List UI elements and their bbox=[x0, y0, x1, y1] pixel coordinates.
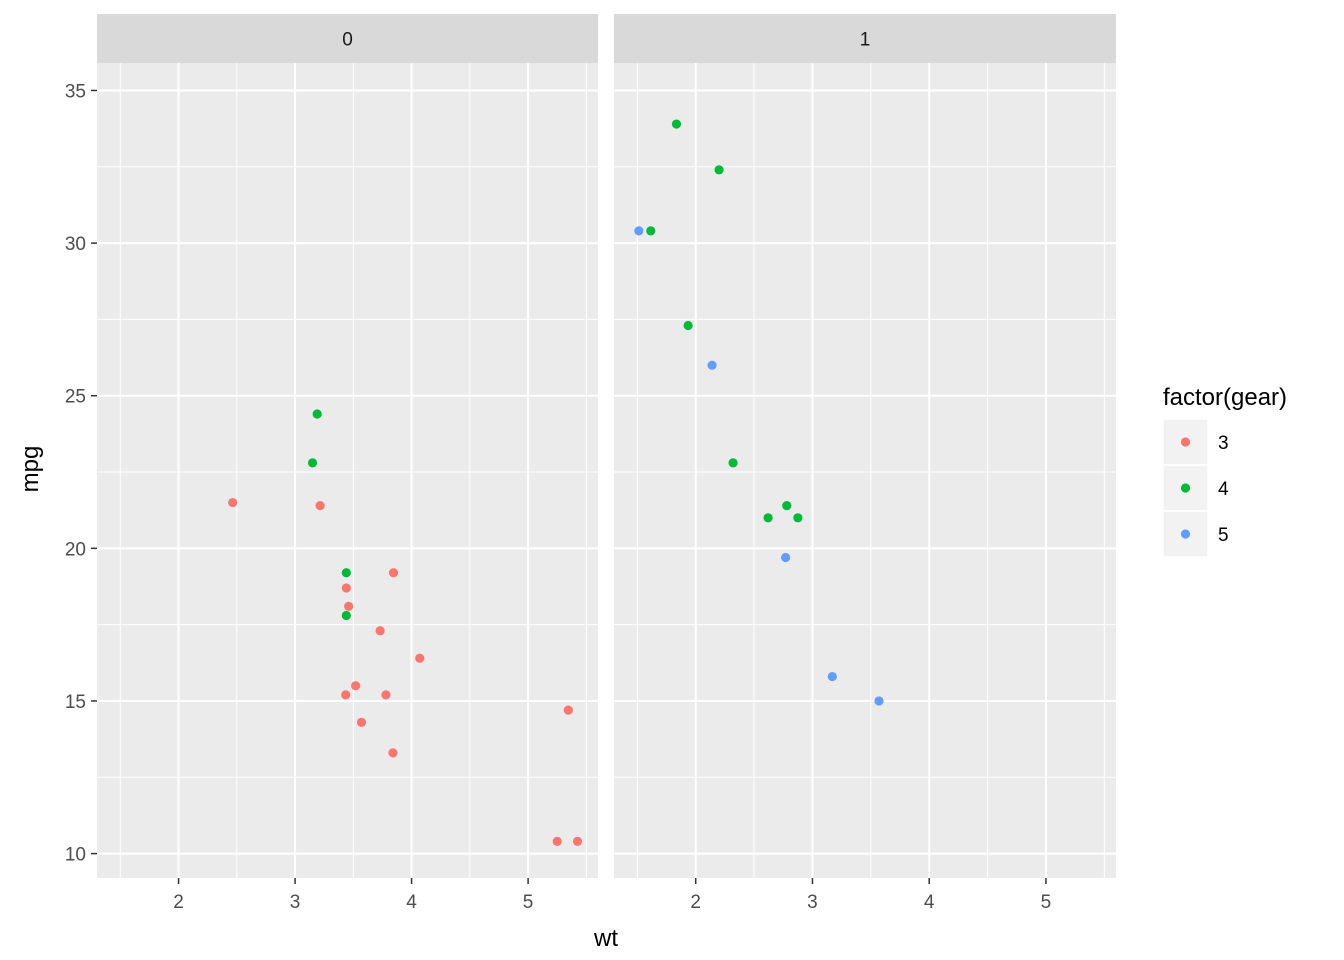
data-point-gear-3 bbox=[563, 705, 573, 715]
legend-entry-label: 4 bbox=[1218, 479, 1229, 500]
legend-key-point bbox=[1180, 483, 1191, 493]
legend-key-point bbox=[1180, 529, 1191, 539]
data-point-gear-3 bbox=[344, 601, 354, 611]
facet-panel-0: 0 bbox=[97, 14, 598, 878]
y-tick-label: 20 bbox=[65, 539, 86, 560]
data-point-gear-3 bbox=[228, 497, 238, 508]
legend-entry-label: 3 bbox=[1218, 433, 1229, 454]
data-point-gear-3 bbox=[341, 583, 351, 593]
legend-entry-5: 5 bbox=[1162, 510, 1229, 558]
x-axis-0: 2 3 4 5 bbox=[173, 878, 533, 913]
data-point-gear-3 bbox=[341, 690, 351, 700]
data-point-gear-3 bbox=[315, 501, 325, 511]
data-point-gear-4 bbox=[793, 513, 803, 523]
data-point-gear-3 bbox=[381, 690, 391, 700]
y-tick-label: 15 bbox=[65, 692, 86, 713]
facet-strip-label: 1 bbox=[860, 30, 871, 51]
data-point-gear-5 bbox=[874, 696, 884, 706]
data-point-gear-5 bbox=[781, 552, 791, 563]
data-point-gear-4 bbox=[341, 568, 351, 578]
data-point-gear-3 bbox=[388, 748, 398, 758]
data-point-gear-3 bbox=[356, 717, 367, 727]
data-point-gear-3 bbox=[388, 568, 399, 578]
x-tick-label: 2 bbox=[690, 892, 701, 913]
data-points bbox=[228, 409, 583, 846]
data-point-gear-4 bbox=[763, 513, 773, 523]
legend-title: factor(gear) bbox=[1163, 384, 1287, 411]
x-tick-label: 5 bbox=[1041, 892, 1052, 913]
x-axis-1: 2 3 4 5 bbox=[690, 878, 1051, 913]
x-tick-label: 3 bbox=[807, 892, 818, 913]
facet-strip: 0 bbox=[97, 14, 598, 63]
x-tick-label: 4 bbox=[924, 892, 935, 913]
data-point-gear-4 bbox=[683, 320, 693, 331]
x-axes: 2 3 4 5 2 3 4 5 bbox=[173, 878, 1051, 913]
y-tick-label: 35 bbox=[65, 81, 86, 102]
facet-strip-background bbox=[614, 14, 1116, 63]
data-point-gear-5 bbox=[827, 671, 837, 682]
y-tick-label: 10 bbox=[65, 845, 86, 866]
x-tick-label: 4 bbox=[406, 892, 417, 913]
data-point-gear-4 bbox=[307, 458, 318, 468]
data-point-gear-4 bbox=[714, 165, 724, 175]
data-point-gear-4 bbox=[782, 501, 792, 511]
data-points bbox=[634, 119, 884, 706]
legend-keys: 3 4 5 bbox=[1162, 418, 1229, 558]
data-point-gear-4 bbox=[671, 119, 682, 129]
legend-entry-3: 3 bbox=[1162, 418, 1229, 466]
data-point-gear-3 bbox=[552, 836, 562, 846]
data-point-gear-4 bbox=[312, 409, 322, 419]
data-point-gear-3 bbox=[572, 836, 583, 846]
y-tick-label: 25 bbox=[65, 387, 86, 408]
y-axis-title: mpg bbox=[17, 446, 44, 493]
legend: factor(gear) 3 4 5 bbox=[1162, 384, 1287, 558]
facet-strip-label: 0 bbox=[342, 30, 353, 51]
facet-strip-background bbox=[97, 14, 598, 63]
data-point-gear-4 bbox=[728, 458, 738, 468]
facet-strip: 1 bbox=[614, 14, 1116, 63]
data-point-gear-3 bbox=[375, 626, 385, 636]
x-tick-label: 5 bbox=[523, 892, 534, 913]
y-tick-label: 30 bbox=[65, 234, 86, 255]
x-tick-label: 2 bbox=[173, 892, 184, 913]
legend-key-point bbox=[1180, 437, 1191, 447]
data-point-gear-5 bbox=[707, 360, 717, 370]
legend-entry-label: 5 bbox=[1218, 525, 1229, 546]
facet-panel-1: 1 bbox=[614, 14, 1116, 878]
data-point-gear-5 bbox=[634, 226, 644, 236]
legend-entry-4: 4 bbox=[1162, 464, 1229, 512]
panel-background bbox=[97, 63, 598, 878]
y-axis: 10 15 20 25 30 35 bbox=[65, 81, 97, 866]
data-point-gear-3 bbox=[351, 681, 361, 691]
x-axis-title: wt bbox=[593, 925, 618, 952]
data-point-gear-4 bbox=[341, 610, 351, 621]
x-tick-label: 3 bbox=[290, 892, 301, 913]
data-point-gear-4 bbox=[646, 226, 656, 236]
data-point-gear-3 bbox=[415, 653, 425, 663]
panel-background bbox=[614, 63, 1116, 878]
